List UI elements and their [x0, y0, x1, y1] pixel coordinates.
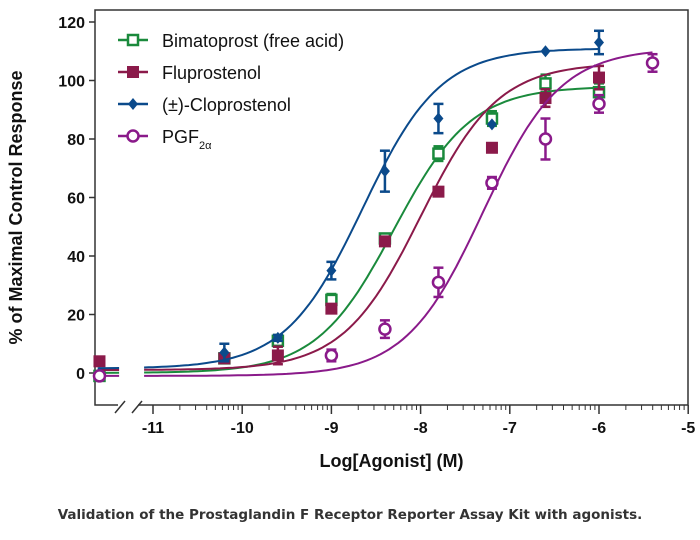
data-point — [128, 98, 138, 110]
data-point — [378, 322, 392, 336]
x-tick-label: -10 — [231, 420, 254, 437]
series-3 — [92, 51, 660, 383]
x-tick-label: -7 — [503, 420, 517, 437]
y-tick-label: 40 — [67, 249, 85, 266]
y-tick-label: 100 — [58, 74, 85, 91]
legend-item: Fluprostenol — [118, 63, 261, 83]
y-tick-label: 60 — [67, 191, 85, 208]
data-point — [93, 355, 106, 368]
legend-label: Fluprostenol — [162, 63, 261, 83]
legend-label: PGF2α — [162, 127, 212, 152]
legend-subscript: 2α — [199, 140, 212, 152]
data-point — [539, 77, 552, 90]
data-point — [325, 302, 338, 315]
data-point — [539, 92, 552, 105]
data-point — [594, 36, 604, 49]
axis-break-mark — [114, 400, 126, 414]
y-tick-label: 80 — [67, 132, 85, 149]
legend-item: PGF2α — [118, 127, 212, 152]
data-point — [271, 349, 284, 362]
data-point — [540, 45, 551, 58]
legend-label: Bimatoprost (free acid) — [162, 31, 344, 51]
data-point — [645, 56, 660, 70]
x-tick-label: -8 — [413, 420, 427, 437]
data-point — [379, 165, 390, 178]
data-point — [593, 71, 605, 84]
axis-break-gap — [118, 402, 138, 408]
data-point — [219, 346, 230, 359]
axis-break-mark — [131, 400, 143, 414]
y-tick-label: 20 — [67, 308, 85, 325]
x-tick-label: -11 — [142, 420, 164, 437]
legend-label: (±)-Cloprostenol — [162, 95, 291, 115]
data-point — [127, 66, 139, 78]
x-tick-label: -9 — [324, 420, 338, 437]
legend-item: (±)-Cloprostenol — [118, 95, 291, 115]
data-point — [433, 112, 444, 125]
data-point — [92, 369, 107, 383]
series-1 — [93, 64, 605, 372]
series-0 — [93, 73, 606, 383]
data-point — [126, 33, 140, 47]
data-point — [432, 185, 445, 198]
x-tick-label: -5 — [681, 420, 695, 437]
data-point — [485, 176, 499, 190]
data-point — [432, 147, 445, 160]
figure-caption: Validation of the Prostaglandin F Recept… — [57, 507, 643, 523]
fit-curve — [144, 51, 653, 377]
plot-frame — [94, 9, 689, 406]
x-tick-label: -6 — [592, 420, 606, 437]
data-point — [431, 275, 446, 290]
y-tick-label: 120 — [58, 15, 85, 32]
data-point — [486, 118, 497, 131]
series-2 — [94, 29, 604, 379]
y-tick-label: 0 — [76, 366, 85, 383]
fit-curve — [144, 86, 600, 374]
data-point — [326, 264, 337, 277]
x-axis-label: Log[Agonist] (M) — [320, 451, 464, 471]
data-point — [126, 129, 140, 143]
legend-item: Bimatoprost (free acid) — [118, 31, 344, 51]
data-point — [272, 331, 283, 344]
data-point — [538, 132, 553, 146]
data-point — [485, 141, 498, 154]
fit-curve — [144, 65, 600, 371]
data-point — [324, 348, 339, 363]
data-point — [592, 97, 606, 111]
y-axis-label: % of Maximal Control Response — [6, 70, 26, 344]
chart: -11 -10 -9 -8 -7 -6 -5 0 20 40 60 80 100 120 Log[Agoni… — [6, 9, 695, 471]
data-point — [378, 235, 391, 248]
